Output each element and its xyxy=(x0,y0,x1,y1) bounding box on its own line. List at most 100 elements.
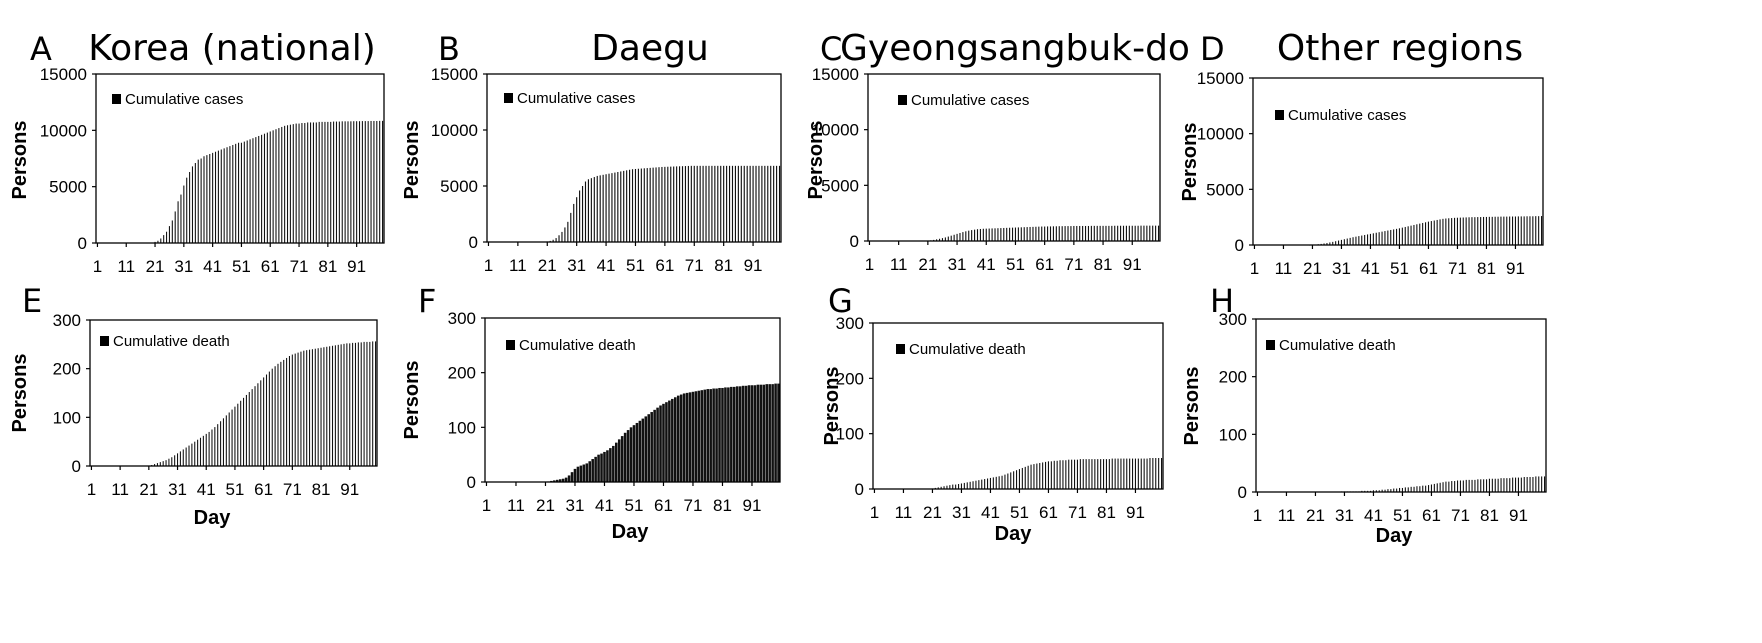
bar xyxy=(1011,227,1014,241)
bar xyxy=(1120,458,1122,489)
bar xyxy=(286,125,289,243)
y-axis-label: Persons xyxy=(1181,367,1203,446)
x-tick-label: 71 xyxy=(684,496,703,515)
bar xyxy=(1338,240,1340,245)
y-tick-label: 100 xyxy=(836,425,864,444)
bar xyxy=(975,480,977,489)
bar xyxy=(1041,226,1043,241)
bar xyxy=(1474,479,1476,492)
bar xyxy=(699,165,701,242)
bar xyxy=(257,383,259,466)
bar xyxy=(1039,462,1041,489)
bar xyxy=(1020,227,1022,241)
bar xyxy=(375,341,377,466)
bar xyxy=(1042,462,1044,489)
bar xyxy=(991,228,993,241)
bar xyxy=(232,144,234,243)
bar xyxy=(702,165,704,242)
bar xyxy=(289,124,291,243)
x-tick-label: 91 xyxy=(347,257,366,276)
bar xyxy=(1006,227,1008,241)
bar xyxy=(1497,478,1499,492)
bar xyxy=(1387,489,1389,492)
bar xyxy=(764,165,766,242)
bar xyxy=(1103,459,1105,489)
bar xyxy=(321,121,323,243)
x-tick-label: 31 xyxy=(174,257,193,276)
y-tick-label: 15000 xyxy=(40,65,87,84)
bar xyxy=(579,190,581,242)
plot-frame xyxy=(486,73,782,243)
bar xyxy=(202,435,204,466)
bar xyxy=(1509,216,1511,245)
bar xyxy=(1114,225,1116,241)
x-tick-label: 81 xyxy=(312,480,331,499)
bar xyxy=(1049,226,1052,241)
bar xyxy=(1126,458,1128,489)
bar xyxy=(1503,216,1505,245)
bar xyxy=(1137,458,1139,489)
x-tick-label: 81 xyxy=(318,257,337,276)
bar xyxy=(944,237,946,241)
bar xyxy=(709,389,712,482)
bar xyxy=(373,120,375,243)
bar xyxy=(334,345,336,466)
bar xyxy=(1129,458,1131,489)
bar xyxy=(1364,234,1366,245)
x-tick-label: 81 xyxy=(1477,259,1496,278)
bar xyxy=(327,121,329,243)
bar xyxy=(564,227,566,242)
bar xyxy=(1074,459,1076,489)
y-tick-label: 200 xyxy=(448,364,476,383)
bar xyxy=(1520,216,1522,245)
bar xyxy=(326,346,328,466)
x-tick-label: 91 xyxy=(1126,503,1145,522)
bar xyxy=(1085,459,1087,489)
bar xyxy=(733,386,736,482)
bar xyxy=(1488,478,1490,492)
bar xyxy=(594,456,597,482)
bar xyxy=(281,126,283,243)
bar xyxy=(180,194,182,243)
bar xyxy=(228,412,230,466)
bar xyxy=(958,484,960,489)
bar xyxy=(700,390,704,482)
x-tick-label: 61 xyxy=(1039,503,1058,522)
bar xyxy=(231,409,233,466)
x-tick-label: 71 xyxy=(283,480,302,499)
bar xyxy=(632,425,636,482)
bar xyxy=(1544,476,1546,492)
bar xyxy=(311,349,313,466)
bar xyxy=(223,148,225,243)
bar xyxy=(717,165,719,242)
bar xyxy=(1073,225,1075,241)
y-tick-label: 200 xyxy=(1219,368,1247,387)
bar xyxy=(1143,458,1145,489)
bar xyxy=(248,392,250,466)
bar xyxy=(1131,225,1133,241)
bar xyxy=(354,342,357,466)
bar xyxy=(246,140,248,243)
bar xyxy=(1523,216,1525,245)
bar xyxy=(1035,226,1037,241)
bar xyxy=(688,392,692,482)
bar xyxy=(1477,479,1479,492)
bar xyxy=(1483,216,1485,245)
bar xyxy=(1367,234,1369,245)
bar xyxy=(1132,458,1134,489)
x-tick-label: 31 xyxy=(168,480,187,499)
bar xyxy=(206,155,208,243)
bar xyxy=(687,165,689,242)
bar xyxy=(1407,226,1409,245)
bar xyxy=(1457,480,1459,492)
bar xyxy=(197,439,199,466)
bar xyxy=(191,166,194,243)
x-tick-label: 71 xyxy=(290,257,309,276)
bar xyxy=(209,153,211,243)
bar xyxy=(331,345,334,466)
bar xyxy=(1462,480,1464,492)
bar xyxy=(762,384,766,482)
bar xyxy=(352,342,354,466)
